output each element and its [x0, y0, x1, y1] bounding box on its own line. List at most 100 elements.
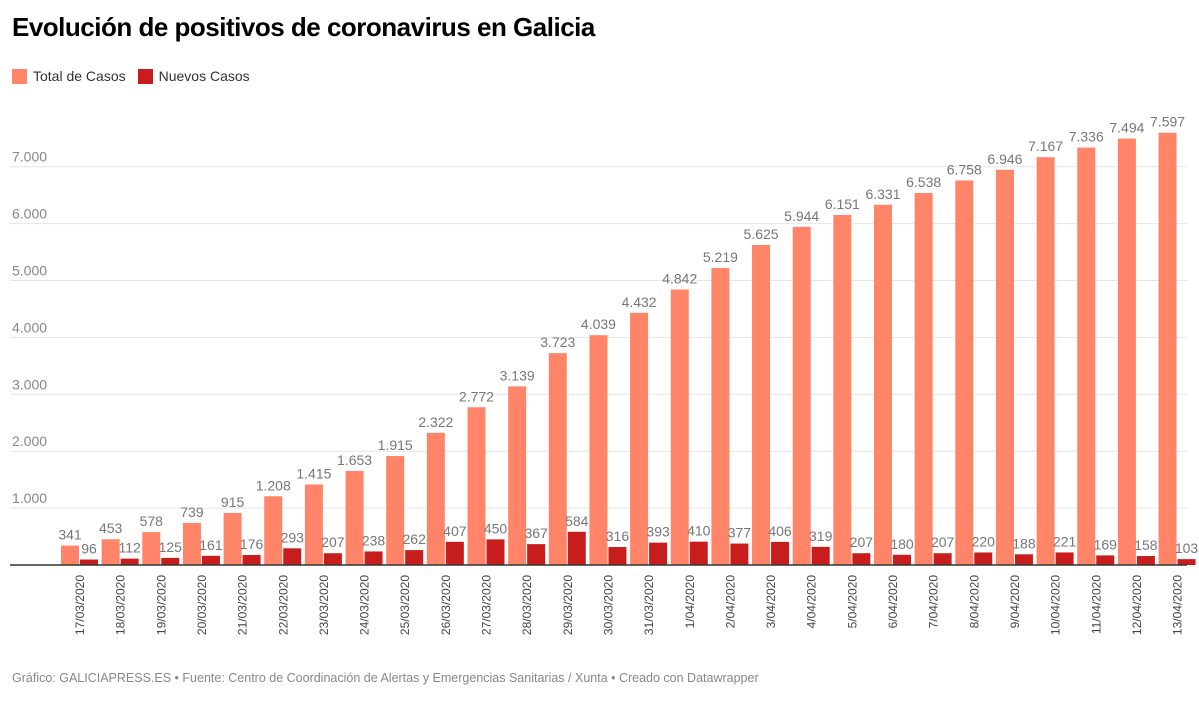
bar-total: [752, 244, 771, 565]
bar-total: [1117, 138, 1136, 565]
data-label: 176: [240, 536, 264, 552]
bar-total: [264, 496, 283, 565]
y-tick-label: 5.000: [12, 263, 47, 279]
data-label: 2.322: [418, 414, 453, 430]
data-label: 7.597: [1150, 114, 1185, 130]
data-label: 3.723: [540, 334, 575, 350]
data-label: 5.944: [784, 208, 819, 224]
bar-total: [1077, 147, 1096, 565]
data-label: 1.208: [256, 477, 291, 493]
bar-total: [1036, 157, 1055, 565]
legend-item-nuevos: Nuevos Casos: [137, 68, 250, 84]
bar-total: [467, 407, 486, 565]
x-tick-label: 21/03/2020: [236, 575, 250, 635]
y-tick-label: 4.000: [12, 319, 47, 335]
data-label: 207: [321, 534, 345, 550]
bar-total: [955, 180, 974, 566]
bar-total: [548, 353, 567, 565]
bar-total: [426, 432, 445, 565]
data-label: 96: [81, 541, 97, 557]
x-tick-label: 3/04/2020: [764, 575, 778, 629]
data-label: 207: [931, 534, 955, 550]
bar-total: [589, 335, 608, 565]
bar-total: [61, 545, 79, 565]
bar-nuevos: [649, 542, 668, 565]
bar-total: [833, 215, 852, 565]
y-tick-label: 1.000: [12, 490, 47, 506]
data-label: 319: [809, 528, 833, 544]
x-tick-label: 8/04/2020: [967, 575, 981, 629]
bar-nuevos: [80, 559, 98, 565]
bar-nuevos: [893, 554, 911, 565]
bar-total: [101, 539, 120, 565]
data-label: 4.039: [581, 316, 616, 332]
y-tick-label: 6.000: [12, 206, 47, 222]
bar-nuevos: [933, 553, 952, 565]
data-label: 293: [281, 529, 305, 545]
x-tick-label: 20/03/2020: [195, 575, 209, 635]
bar-nuevos: [1014, 554, 1033, 565]
bar-nuevos: [445, 541, 464, 565]
bar-nuevos: [242, 554, 261, 565]
data-label: 207: [850, 534, 874, 550]
data-label: 1.415: [296, 465, 331, 481]
bar-nuevos: [527, 544, 546, 565]
data-label: 188: [1012, 535, 1036, 551]
x-tick-label: 26/03/2020: [439, 575, 453, 635]
bar-total: [874, 204, 892, 565]
data-label: 7.336: [1069, 129, 1104, 145]
bar-nuevos: [364, 551, 383, 565]
bar-nuevos: [730, 543, 749, 565]
data-label: 220: [972, 533, 996, 549]
x-tick-label: 9/04/2020: [1008, 575, 1022, 629]
data-label: 6.538: [906, 174, 941, 190]
bar-nuevos: [852, 553, 871, 565]
bar-total: [223, 512, 242, 565]
x-tick-label: 13/04/2020: [1171, 575, 1185, 635]
data-label: 161: [199, 537, 223, 553]
bar-nuevos: [283, 548, 302, 565]
data-label: 112: [118, 540, 141, 556]
bar-total: [345, 470, 364, 565]
data-label: 169: [1094, 536, 1118, 552]
legend-swatch-nuevos: [137, 68, 153, 84]
data-label: 915: [221, 494, 245, 510]
bar-total: [508, 386, 527, 565]
data-label: 341: [58, 527, 82, 543]
data-label: 262: [403, 531, 427, 547]
x-tick-label: 22/03/2020: [276, 575, 290, 635]
bar-total: [711, 268, 730, 565]
data-label: 180: [890, 536, 914, 552]
data-label: 407: [443, 523, 467, 539]
bar-nuevos: [974, 552, 993, 565]
y-tick-label: 2.000: [12, 433, 47, 449]
x-tick-label: 2/04/2020: [723, 575, 737, 629]
data-label: 584: [565, 513, 589, 529]
bar-total: [995, 169, 1014, 566]
footer-credits: Gráfico: GALICIAPRESS.ES • Fuente: Centr…: [12, 671, 759, 685]
bar-nuevos: [1136, 556, 1155, 565]
bar-nuevos: [608, 547, 627, 565]
bar-nuevos: [1177, 559, 1196, 565]
data-label: 7.494: [1109, 120, 1144, 136]
bar-nuevos: [689, 541, 708, 565]
data-label: 2.772: [459, 388, 494, 404]
x-tick-label: 24/03/2020: [358, 575, 372, 635]
legend-label-total: Total de Casos: [33, 68, 126, 84]
x-tick-label: 12/04/2020: [1130, 575, 1144, 635]
x-tick-label: 29/03/2020: [561, 575, 575, 635]
data-label: 450: [484, 520, 508, 536]
data-label: 377: [728, 525, 752, 541]
data-label: 3.139: [500, 367, 535, 383]
bar-nuevos: [811, 546, 830, 565]
data-label: 6.946: [987, 151, 1022, 167]
data-label: 1.653: [337, 452, 372, 468]
bar-nuevos: [201, 555, 220, 565]
bar-total: [630, 312, 649, 565]
bar-total: [670, 289, 689, 565]
data-label: 453: [99, 520, 123, 536]
x-tick-label: 7/04/2020: [927, 575, 941, 629]
data-label: 158: [1134, 537, 1158, 553]
x-tick-label: 30/03/2020: [601, 575, 615, 635]
bar-total: [792, 226, 811, 565]
